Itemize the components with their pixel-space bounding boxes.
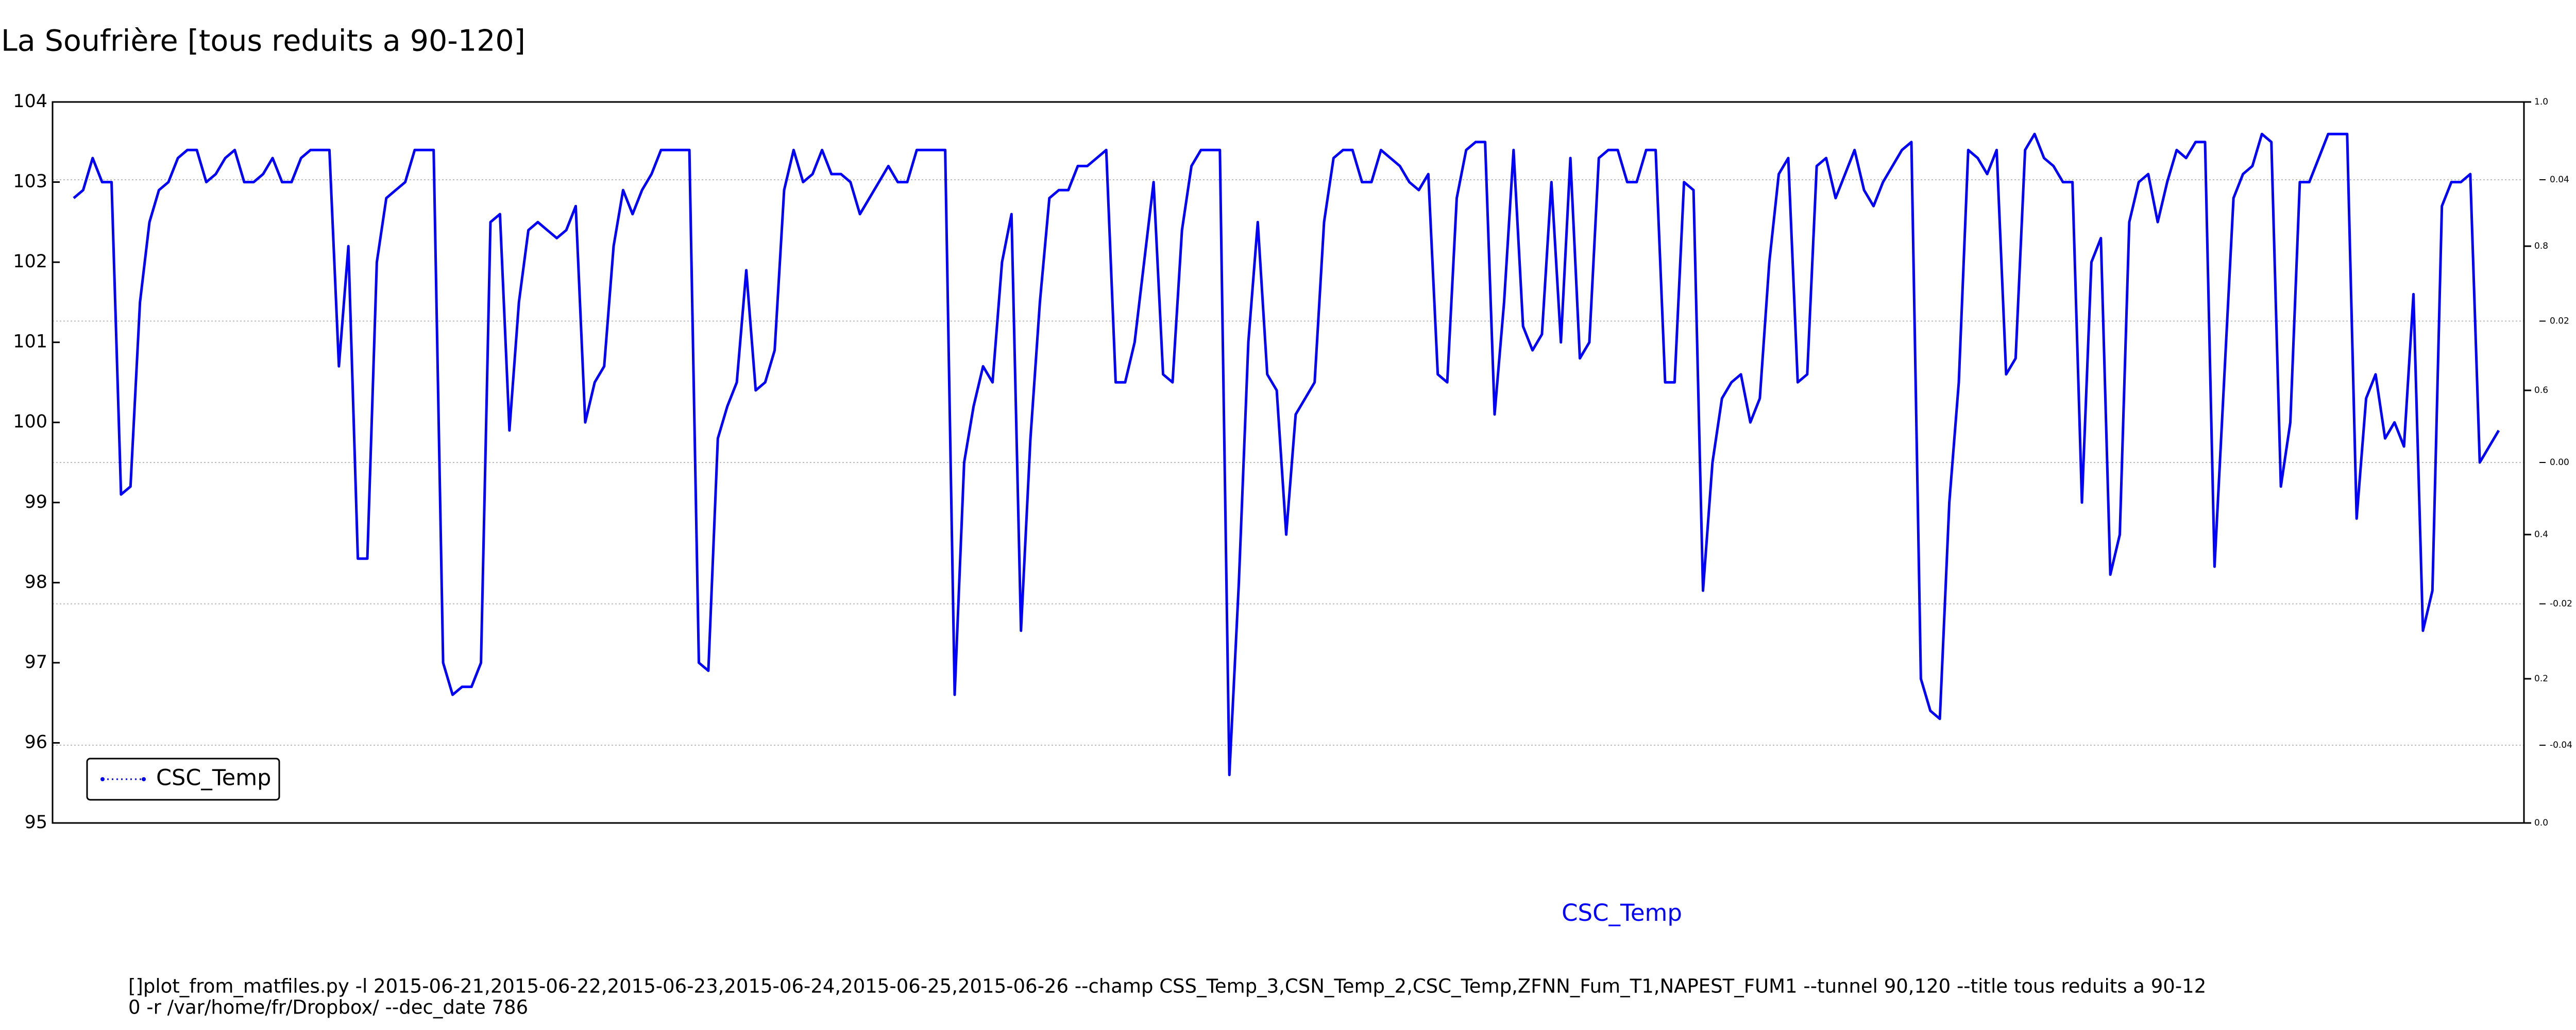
y2-tick-label: 0.0 [2534,818,2548,828]
y-tick-label: 97 [24,652,47,673]
x-label: CSC_Temp [1562,899,1682,926]
y2-tick-label: 0.4 [2534,529,2548,540]
y-tick-label: 98 [24,572,47,592]
footnote: []plot_from_matfiles.py -l 2015-06-21,20… [128,975,2206,998]
y3-tick-label: -0.02 [2550,599,2572,609]
y-tick-label: 102 [13,251,47,272]
y-tick-label: 100 [13,411,47,432]
y-tick-label: 99 [24,492,47,512]
y3-tick-label: 0.02 [2550,316,2569,326]
data-line [73,132,2500,777]
y3-tick-label: -0.04 [2550,740,2572,750]
y-tick-label: 101 [13,332,47,352]
y-tick-label: 103 [13,171,47,192]
y-tick-label: 104 [13,91,47,112]
legend-box [86,758,280,801]
y2-tick-label: 1.0 [2534,97,2548,107]
legend-label: CSC_Temp [156,765,271,791]
y3-tick-label: 0.00 [2550,457,2569,468]
y3-tick-label: 0.04 [2550,175,2569,185]
y2-tick-label: 0.8 [2534,241,2548,251]
legend-marker [100,777,105,781]
y2-tick-label: 0.6 [2534,385,2548,396]
y-tick-label: 95 [24,812,47,833]
chart-title: La Soufrière [tous reduits a 90-120] [1,24,526,58]
y2-tick-label: 0.2 [2534,674,2548,684]
legend-marker [142,777,146,781]
y-tick-label: 96 [24,732,47,752]
plot-frame [52,101,2525,824]
footnote: 0 -r /var/home/fr/Dropbox/ --dec_date 78… [128,997,528,1019]
